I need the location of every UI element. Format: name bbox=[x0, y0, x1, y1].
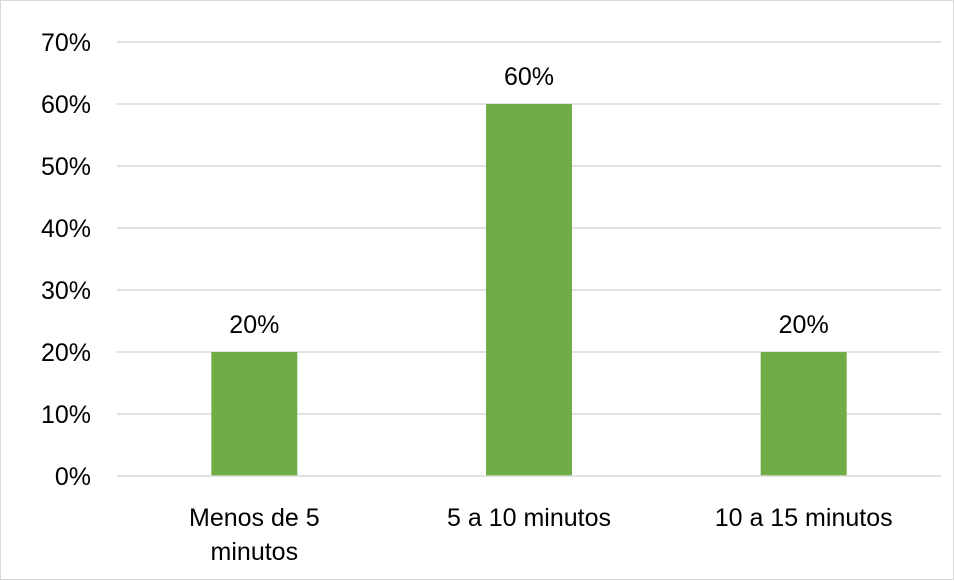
x-tick-label-line: Menos de 5 bbox=[189, 504, 320, 532]
x-tick-label: Menos de 5 minutos bbox=[189, 504, 320, 566]
y-tick-label: 70% bbox=[41, 29, 91, 57]
x-tick-label-line: 10 a 15 minutos bbox=[715, 504, 893, 532]
bar bbox=[211, 352, 298, 476]
x-tick-labels: Menos de 5 minutos 5 a 10 minutos 10 a 15 m… bbox=[189, 504, 893, 566]
y-tick-label: 50% bbox=[41, 153, 91, 181]
data-label: 20% bbox=[779, 311, 829, 339]
y-tick-label: 20% bbox=[41, 339, 91, 367]
x-tick-label-line: 5 a 10 minutos bbox=[447, 504, 611, 532]
y-tick-labels: 0% 10% 20% 30% 40% 50% 60% 70% bbox=[41, 29, 91, 491]
data-label: 60% bbox=[504, 63, 554, 91]
y-tick-label: 0% bbox=[55, 463, 91, 491]
bar bbox=[760, 352, 847, 476]
bar bbox=[486, 104, 572, 476]
y-tick-label: 30% bbox=[41, 277, 91, 305]
data-label: 20% bbox=[229, 311, 279, 339]
y-tick-label: 10% bbox=[41, 401, 91, 429]
y-tick-label: 40% bbox=[41, 215, 91, 243]
x-tick-label: 10 a 15 minutos bbox=[715, 504, 893, 532]
x-tick-label-line: minutos bbox=[211, 538, 299, 566]
y-tick-label: 60% bbox=[41, 91, 91, 119]
data-labels: 20% 60% 20% bbox=[229, 63, 828, 339]
x-tick-label: 5 a 10 minutos bbox=[447, 504, 611, 532]
bars bbox=[211, 104, 847, 476]
